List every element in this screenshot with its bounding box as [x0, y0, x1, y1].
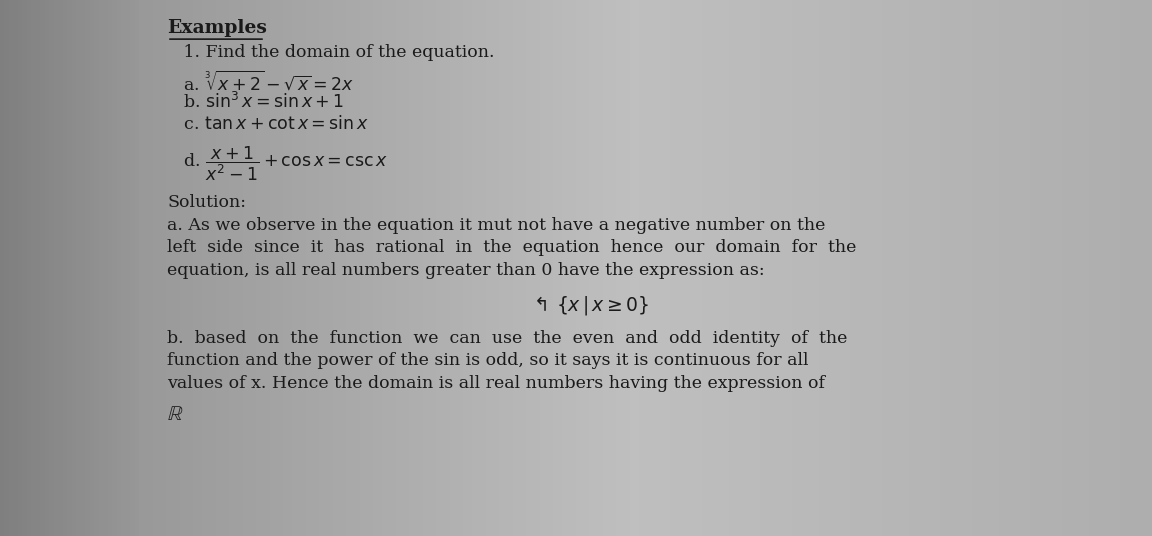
Text: function and the power of the sin is odd, so it says it is continuous for all: function and the power of the sin is odd… — [167, 352, 809, 369]
Text: a. As we observe in the equation it mut not have a negative number on the: a. As we observe in the equation it mut … — [167, 217, 826, 234]
Text: $\mathbb{R}$: $\mathbb{R}$ — [167, 405, 183, 423]
Text: a. $\sqrt[3]{x+2} - \sqrt{x} = 2x$: a. $\sqrt[3]{x+2} - \sqrt{x} = 2x$ — [167, 70, 355, 93]
Text: d. $\dfrac{x+1}{x^2-1} + \cos x = \csc x$: d. $\dfrac{x+1}{x^2-1} + \cos x = \csc x… — [167, 145, 388, 183]
Text: b. $\sin^3 x = \sin x + 1$: b. $\sin^3 x = \sin x + 1$ — [167, 92, 344, 113]
Text: $\Lsh\,\{x\,|\,x \geq 0\}$: $\Lsh\,\{x\,|\,x \geq 0\}$ — [530, 294, 649, 317]
Text: c. $\tan x + \cot x = \sin x$: c. $\tan x + \cot x = \sin x$ — [167, 115, 369, 133]
Text: equation, is all real numbers greater than 0 have the expression as:: equation, is all real numbers greater th… — [167, 262, 765, 279]
Text: values of x. Hence the domain is all real numbers having the expression of: values of x. Hence the domain is all rea… — [167, 375, 825, 392]
Text: b.  based  on  the  function  we  can  use  the  even  and  odd  identity  of  t: b. based on the function we can use the … — [167, 330, 848, 347]
Text: Examples: Examples — [167, 19, 267, 37]
Text: 1. Find the domain of the equation.: 1. Find the domain of the equation. — [167, 44, 494, 61]
Text: Solution:: Solution: — [167, 194, 247, 211]
Text: left  side  since  it  has  rational  in  the  equation  hence  our  domain  for: left side since it has rational in the e… — [167, 239, 856, 256]
